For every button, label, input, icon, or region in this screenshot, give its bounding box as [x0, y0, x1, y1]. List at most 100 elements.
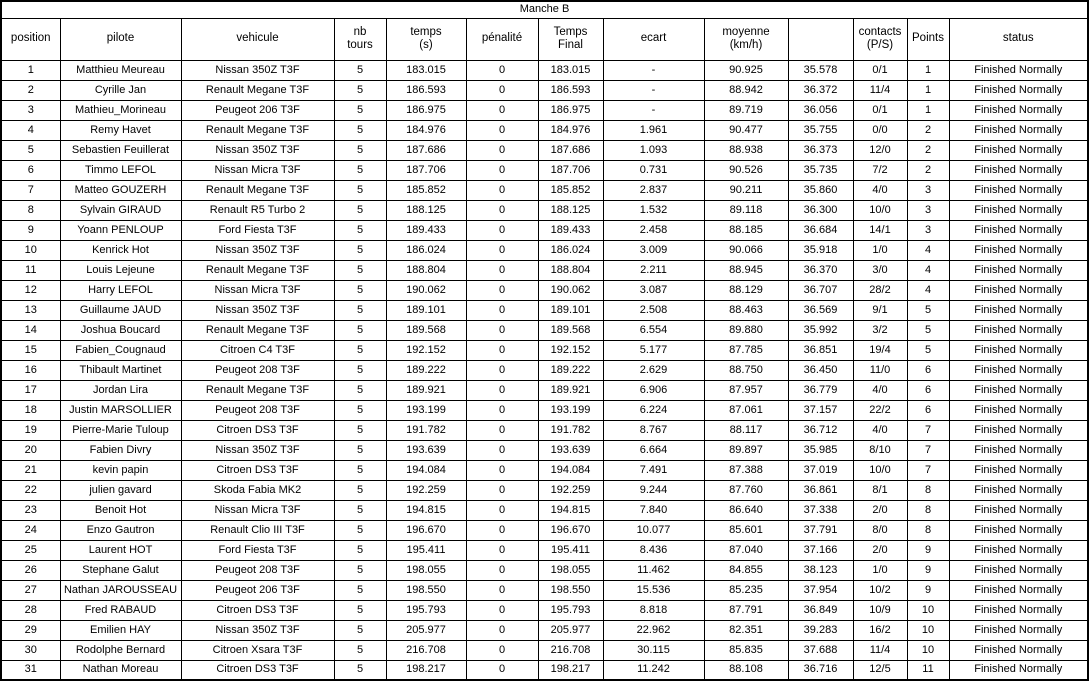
cell-pilote: Rodolphe Bernard [59, 639, 182, 661]
table-row: 1 Matthieu Meureau Nissan 350Z T3F 5 183.015… [0, 59, 1089, 81]
cell-position: 11 [0, 259, 61, 281]
cell-status: Finished Normally [948, 439, 1089, 461]
cell-ecart: 6.906 [602, 379, 705, 401]
cell-penalite: 0 [465, 359, 539, 381]
cell-vehicule: Nissan Micra T3F [180, 279, 335, 301]
cell-position: 29 [0, 619, 61, 641]
cell-status: Finished Normally [948, 159, 1089, 181]
cell-moyenne: 87.785 [703, 339, 789, 361]
cell-col10: 36.373 [787, 139, 854, 161]
table-row: 25 Laurent HOT Ford Fiesta T3F 5 195.411 0 195… [0, 539, 1089, 561]
cell-pilote: julien gavard [59, 479, 182, 501]
cell-nb_tours: 5 [333, 279, 387, 301]
cell-moyenne: 88.463 [703, 299, 789, 321]
cell-penalite: 0 [465, 539, 539, 561]
cell-temps: 190.062 [385, 279, 467, 301]
cell-position: 4 [0, 119, 61, 141]
cell-temps_final: 188.804 [537, 259, 604, 281]
cell-vehicule: Renault Megane T3F [180, 259, 335, 281]
table-row: 22 julien gavard Skoda Fabia MK2 5 192.259 0 1… [0, 479, 1089, 501]
cell-temps: 192.259 [385, 479, 467, 501]
table-row: 10 Kenrick Hot Nissan 350Z T3F 5 186.024 0 186… [0, 239, 1089, 261]
cell-temps: 189.433 [385, 219, 467, 241]
cell-vehicule: Renault Megane T3F [180, 379, 335, 401]
cell-points: 10 [906, 639, 950, 661]
cell-moyenne: 87.760 [703, 479, 789, 501]
cell-pilote: Sebastien Feuillerat [59, 139, 182, 161]
cell-vehicule: Peugeot 206 T3F [180, 99, 335, 121]
cell-col10: 37.791 [787, 519, 854, 541]
cell-contacts: 19/4 [852, 339, 908, 361]
cell-contacts: 8/10 [852, 439, 908, 461]
cell-status: Finished Normally [948, 359, 1089, 381]
column-header-ecart: ecart [602, 17, 705, 61]
cell-contacts: 11/4 [852, 79, 908, 101]
cell-pilote: Fabien_Cougnaud [59, 339, 182, 361]
cell-temps: 189.568 [385, 319, 467, 341]
cell-contacts: 0/0 [852, 119, 908, 141]
table-row: 30 Rodolphe Bernard Citroen Xsara T3F 5 216.… [0, 639, 1089, 661]
column-header-vehicule: vehicule [180, 17, 335, 61]
cell-penalite: 0 [465, 459, 539, 481]
cell-pilote: Nathan Moreau [59, 659, 182, 681]
cell-temps: 196.670 [385, 519, 467, 541]
cell-col10: 35.918 [787, 239, 854, 261]
cell-col10: 36.861 [787, 479, 854, 501]
cell-pilote: Kenrick Hot [59, 239, 182, 261]
cell-col10: 36.851 [787, 339, 854, 361]
cell-col10: 36.370 [787, 259, 854, 281]
cell-position: 26 [0, 559, 61, 581]
cell-ecart: - [602, 99, 705, 121]
cell-ecart: 2.629 [602, 359, 705, 381]
cell-nb_tours: 5 [333, 119, 387, 141]
cell-nb_tours: 5 [333, 639, 387, 661]
cell-position: 27 [0, 579, 61, 601]
cell-points: 9 [906, 539, 950, 561]
cell-pilote: Cyrille Jan [59, 79, 182, 101]
column-header-temps: temps (s) [385, 17, 467, 61]
cell-col10: 37.019 [787, 459, 854, 481]
cell-status: Finished Normally [948, 599, 1089, 621]
cell-col10: 36.779 [787, 379, 854, 401]
cell-pilote: Sylvain GIRAUD [59, 199, 182, 221]
cell-col10: 35.992 [787, 319, 854, 341]
cell-status: Finished Normally [948, 619, 1089, 641]
cell-temps_final: 183.015 [537, 59, 604, 81]
cell-temps_final: 185.852 [537, 179, 604, 201]
cell-points: 9 [906, 559, 950, 581]
cell-position: 18 [0, 399, 61, 421]
cell-status: Finished Normally [948, 59, 1089, 81]
cell-contacts: 2/0 [852, 539, 908, 561]
cell-vehicule: Citroen DS3 T3F [180, 659, 335, 681]
cell-nb_tours: 5 [333, 579, 387, 601]
table-row: 14 Joshua Boucard Renault Megane T3F 5 189.5… [0, 319, 1089, 341]
cell-col10: 36.716 [787, 659, 854, 681]
cell-col10: 35.578 [787, 59, 854, 81]
cell-status: Finished Normally [948, 259, 1089, 281]
cell-pilote: Emilien HAY [59, 619, 182, 641]
cell-position: 30 [0, 639, 61, 661]
cell-moyenne: 88.117 [703, 419, 789, 441]
cell-vehicule: Peugeot 208 T3F [180, 399, 335, 421]
cell-col10: 37.157 [787, 399, 854, 421]
cell-nb_tours: 5 [333, 499, 387, 521]
cell-temps_final: 186.975 [537, 99, 604, 121]
cell-points: 4 [906, 259, 950, 281]
cell-ecart: - [602, 59, 705, 81]
cell-contacts: 10/9 [852, 599, 908, 621]
cell-col10: 37.338 [787, 499, 854, 521]
cell-temps_final: 194.815 [537, 499, 604, 521]
cell-moyenne: 86.640 [703, 499, 789, 521]
cell-position: 23 [0, 499, 61, 521]
cell-temps: 205.977 [385, 619, 467, 641]
table-row: 2 Cyrille Jan Renault Megane T3F 5 186.593 0 1… [0, 79, 1089, 101]
cell-nb_tours: 5 [333, 559, 387, 581]
cell-pilote: Fabien Divry [59, 439, 182, 461]
cell-contacts: 1/0 [852, 239, 908, 261]
cell-penalite: 0 [465, 439, 539, 461]
cell-points: 2 [906, 159, 950, 181]
cell-status: Finished Normally [948, 119, 1089, 141]
cell-ecart: 10.077 [602, 519, 705, 541]
cell-contacts: 8/1 [852, 479, 908, 501]
cell-vehicule: Nissan 350Z T3F [180, 299, 335, 321]
